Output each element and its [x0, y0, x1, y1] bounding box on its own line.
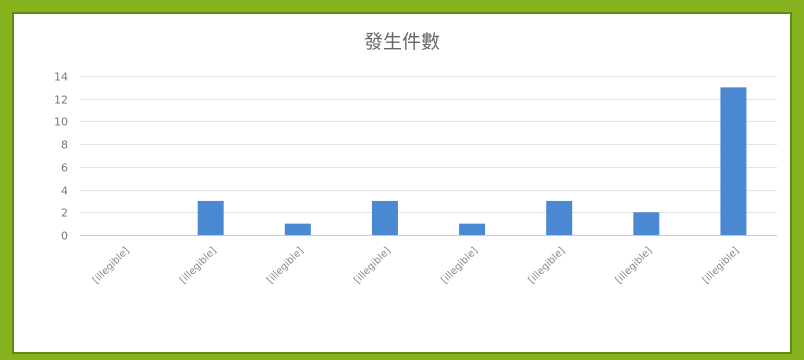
- bar: [197, 200, 224, 235]
- y-tick-label: 12: [54, 94, 68, 107]
- y-tick-label: 2: [61, 207, 68, 220]
- y-tick-label: 8: [61, 139, 68, 152]
- bar: [546, 200, 573, 235]
- bar: [284, 223, 311, 235]
- bars: [197, 87, 747, 235]
- bar: [459, 223, 486, 235]
- x-tick-label: [illegible]: [614, 245, 655, 286]
- bar: [633, 212, 660, 235]
- y-tick-label: 6: [61, 162, 68, 175]
- x-tick-label: [illegible]: [439, 245, 480, 286]
- x-tick-label: [illegible]: [91, 245, 132, 286]
- x-tick-label: [illegible]: [352, 245, 393, 286]
- x-tick-label: [illegible]: [178, 245, 219, 286]
- bar: [720, 87, 747, 235]
- y-tick-label: 0: [61, 230, 68, 243]
- x-tick-label: [illegible]: [527, 245, 568, 286]
- y-tick-label: 10: [54, 116, 68, 129]
- y-tick-label: 4: [61, 185, 68, 198]
- chart-title: 發生件數: [364, 31, 440, 53]
- y-tick-label: 14: [54, 71, 68, 84]
- y-axis-ticks: 0 2 4 6 8 10 12 14: [54, 71, 68, 243]
- grid-lines: [80, 76, 777, 236]
- chart-frame-inner: [12, 12, 792, 354]
- x-tick-label: [illegible]: [701, 245, 742, 286]
- bar: [371, 200, 398, 235]
- x-tick-label: [illegible]: [265, 245, 306, 286]
- x-axis-ticks: [illegible] [illegible] [illegible] [illegi…: [91, 245, 742, 286]
